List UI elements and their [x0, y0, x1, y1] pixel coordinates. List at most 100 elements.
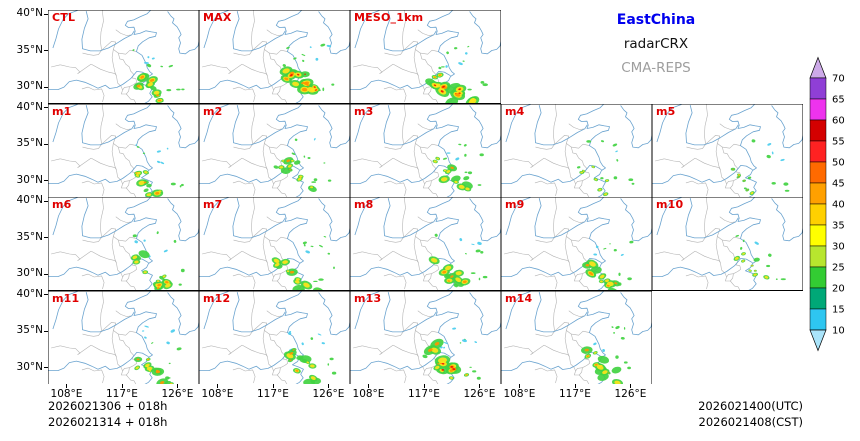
radar-echo [323, 161, 326, 164]
panel-m11: m11 [48, 290, 199, 384]
radar-echo [467, 45, 470, 48]
colorbar-tick-label: 65 [832, 95, 845, 106]
radar-echo [440, 362, 442, 364]
radar-echo [441, 368, 445, 371]
radar-echo [292, 81, 300, 87]
y-tick-mark [44, 107, 48, 109]
radar-echo [166, 147, 169, 149]
radar-echo [754, 241, 759, 245]
radar-echo [604, 192, 608, 195]
colorbar-tick-label: 60 [832, 116, 845, 127]
radar-echo [464, 171, 468, 173]
colorbar-tick-label: 25 [832, 263, 845, 274]
radar-echo [147, 358, 150, 360]
radar-echo [147, 56, 150, 59]
radar-echo [135, 365, 139, 369]
panel-m14: m14 [501, 290, 652, 384]
radar-echo [136, 358, 140, 360]
panel-label-CTL: CTL [52, 11, 76, 24]
radar-echo [477, 241, 482, 245]
panel-label-m3: m3 [354, 104, 374, 118]
y-tick-label: 40°N [16, 287, 43, 300]
radar-echo [455, 93, 457, 94]
radar-echo [281, 159, 285, 162]
radar-echo [455, 271, 462, 276]
panel-label-m2: m2 [203, 104, 223, 118]
radar-echo [631, 182, 635, 185]
panel-m8: m8 [350, 197, 501, 291]
radar-echo [580, 171, 584, 173]
panel-border [501, 290, 652, 384]
radar-echo [469, 366, 472, 368]
radar-echo [589, 261, 596, 267]
x-tick-mark [66, 384, 68, 388]
radar-echo [313, 86, 316, 88]
radar-echo [303, 282, 310, 288]
radar-echo [155, 369, 161, 373]
radar-echo [591, 273, 594, 276]
radar-echo [593, 342, 597, 345]
radar-echo [477, 183, 482, 186]
colorbar-segment [809, 182, 827, 205]
y-tick-label: 35°N [16, 137, 43, 150]
panel-label-m12: m12 [203, 291, 231, 305]
radar-echo [465, 373, 468, 376]
panel-label-m11: m11 [52, 291, 80, 305]
radar-echo [605, 179, 609, 181]
radar-echo [289, 351, 294, 355]
radar-echo [307, 86, 316, 93]
radar-echo [442, 85, 445, 88]
radar-echo [156, 287, 160, 290]
radar-echo [480, 81, 485, 84]
radar-echo [771, 181, 776, 185]
radar-echo [304, 81, 310, 85]
radar-echo [440, 90, 444, 93]
panel-MAX: MAX [199, 10, 350, 104]
colorbar-tick-label: 40 [832, 200, 845, 211]
radar-echo [780, 158, 785, 161]
x-tick-label: 117°E [105, 388, 138, 400]
radar-echo [327, 252, 331, 255]
init-time-utc: 2026021306 + 018h [48, 399, 168, 413]
radar-echo [293, 159, 301, 165]
x-tick-label: 117°E [558, 388, 591, 400]
colorbar-segment [809, 119, 827, 142]
panel-m6: m6 [48, 197, 199, 291]
radar-echo [768, 253, 772, 257]
radar-echo [751, 138, 756, 143]
panel-label-m5: m5 [656, 104, 676, 118]
colorbar-segment [809, 245, 827, 268]
x-tick-mark [630, 384, 632, 388]
colorbar-arrow-top [809, 56, 827, 79]
panel-m4: m4 [501, 103, 652, 197]
radar-echo [753, 273, 757, 276]
y-tick-label: 35°N [16, 230, 43, 243]
radar-echo [462, 338, 467, 342]
y-tick-mark [44, 180, 48, 182]
radar-echo [462, 60, 465, 62]
radar-echo [764, 276, 769, 279]
panel-label-m9: m9 [505, 198, 525, 211]
radar-echo [609, 243, 611, 245]
radar-echo [597, 355, 610, 364]
panel-map-m6 [48, 197, 199, 291]
radar-echo [623, 326, 626, 330]
radar-echo [443, 346, 446, 349]
radar-echo [168, 64, 173, 68]
radar-echo [440, 176, 448, 181]
radar-echo [593, 253, 598, 256]
radar-echo [598, 188, 602, 191]
radar-echo [627, 277, 632, 281]
panel-label-m4: m4 [505, 104, 525, 118]
y-tick-mark [44, 200, 48, 202]
radar-echo [435, 365, 440, 369]
radar-echo [623, 360, 628, 364]
radar-echo [615, 150, 618, 152]
radar-echo [134, 260, 139, 264]
y-tick-label: 30°N [16, 267, 43, 280]
panel-map-m8 [350, 197, 501, 291]
valid-time-block: 2026021400(UTC) 2026021408(CST) [698, 399, 803, 430]
panel-label-m10: m10 [656, 198, 684, 211]
panel-border [48, 103, 199, 197]
radar-echo [315, 89, 317, 91]
